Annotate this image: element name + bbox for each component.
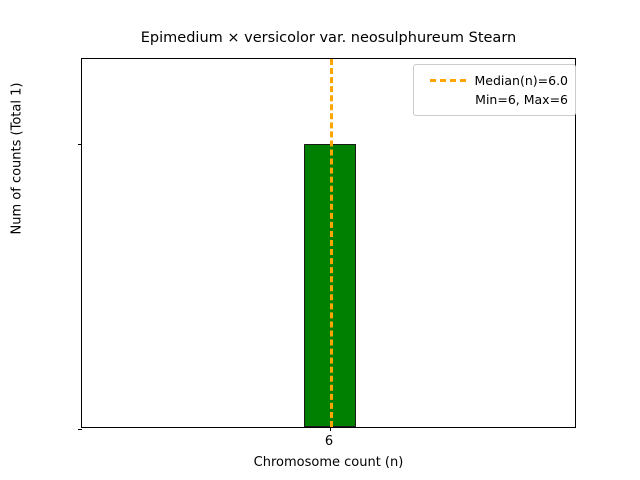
legend-label-median: Median(n)=6.0 bbox=[474, 73, 569, 88]
y-axis-label: Num of counts (Total 1) bbox=[9, 82, 25, 235]
xtick-mark-6 bbox=[330, 427, 331, 431]
blank-sample-icon bbox=[430, 98, 466, 101]
ytick-mark-1 bbox=[78, 144, 82, 145]
xtick-label-6: 6 bbox=[324, 434, 334, 449]
ytick-mark-0 bbox=[78, 429, 82, 430]
legend-entry-median: Median(n)=6.0 bbox=[421, 71, 568, 90]
legend-label-minmax: Min=6, Max=6 bbox=[475, 92, 568, 107]
legend-entry-minmax: Min=6, Max=6 bbox=[421, 90, 568, 109]
x-axis-label: Chromosome count (n) bbox=[253, 455, 404, 470]
plot-area: 0 1 Median(n)=6.0 Min=6, Max=6 bbox=[78, 58, 576, 431]
plot-inner bbox=[82, 59, 575, 427]
chart-legend: Median(n)=6.0 Min=6, Max=6 bbox=[413, 64, 576, 116]
dashed-line-icon bbox=[429, 79, 466, 82]
chart-title: Epimedium × versicolor var. neosulphureu… bbox=[140, 30, 517, 46]
median-line bbox=[330, 59, 333, 427]
